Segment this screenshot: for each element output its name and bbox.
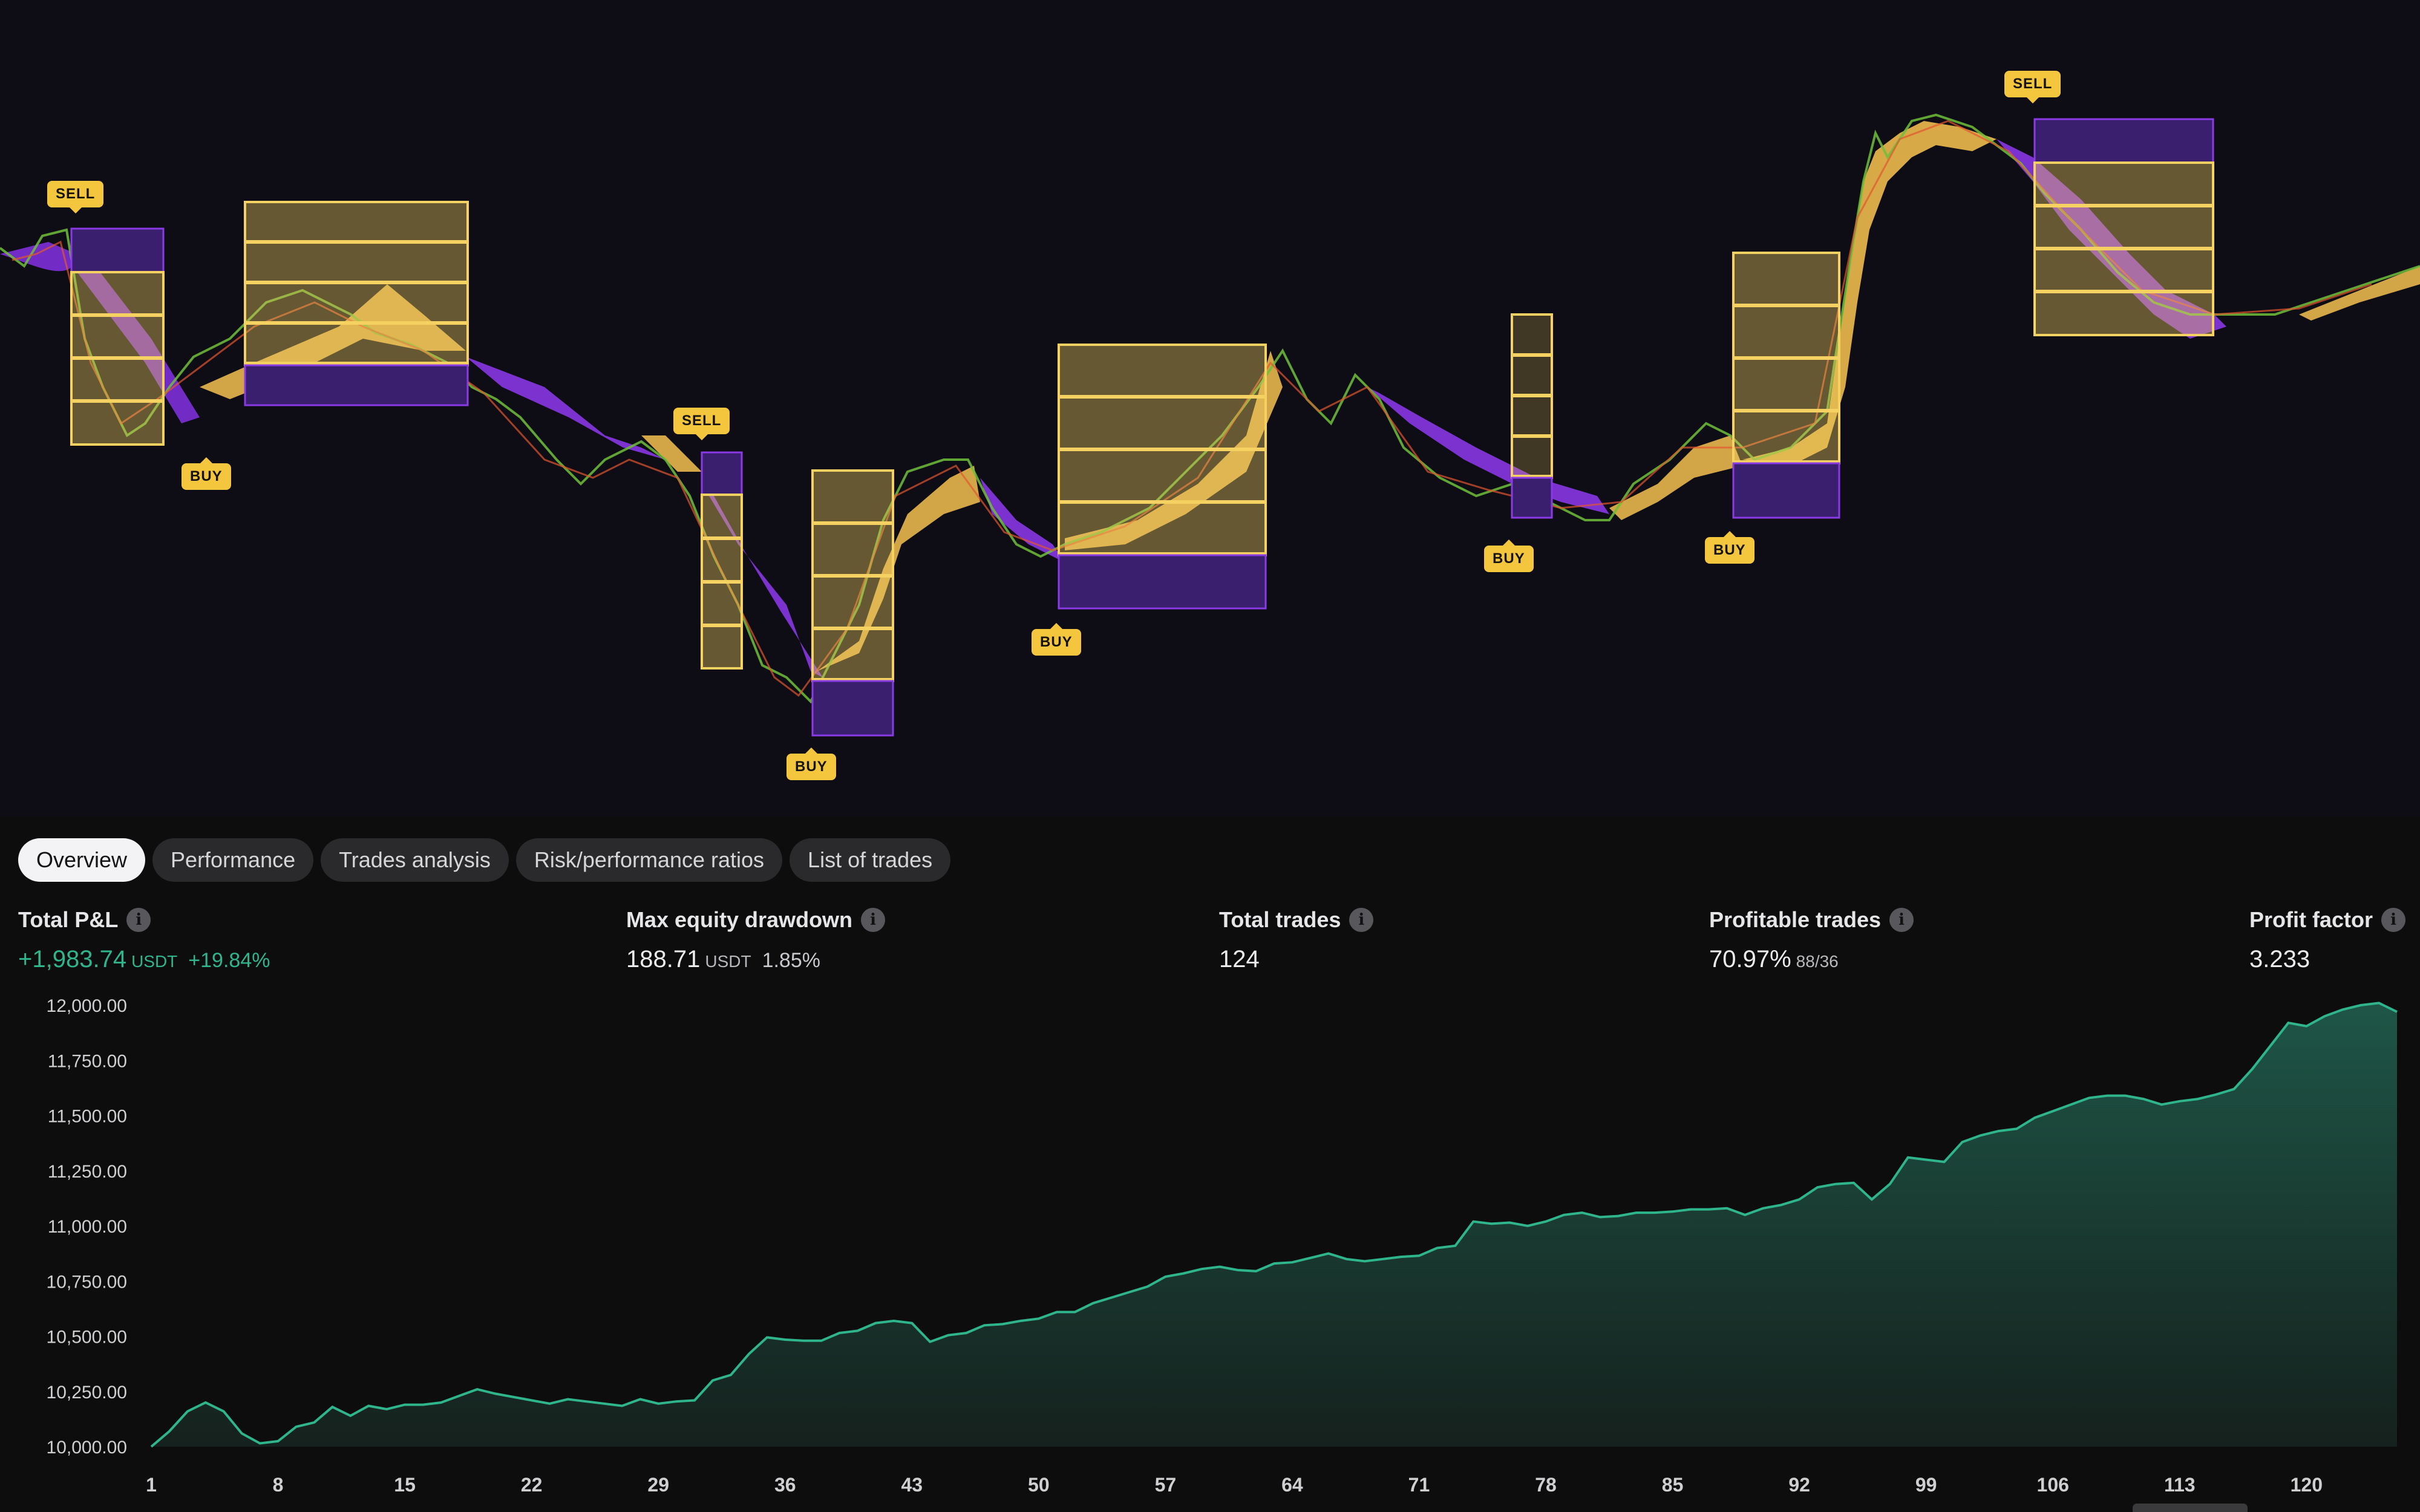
- trade-zone-1[interactable]: [70, 227, 165, 446]
- metric-percent: +19.84%: [188, 949, 270, 972]
- x-tick-label: 64: [1281, 1474, 1303, 1496]
- buy-signal[interactable]: BUY: [1705, 531, 1754, 564]
- x-tick-label: 113: [2164, 1474, 2196, 1496]
- price-candles-red: [11, 120, 2372, 697]
- metric-profit-factor: Profit factor i 3.233: [2249, 907, 2406, 973]
- x-tick-label: 71: [1408, 1474, 1430, 1496]
- price-candles: [0, 113, 2420, 704]
- metric-ratio: 88/36: [1796, 952, 1839, 971]
- metric-label: Total trades: [1219, 907, 1341, 932]
- metric-value: 124: [1219, 946, 1260, 973]
- tab-risk-performance-ratios[interactable]: Risk/performance ratios: [515, 838, 783, 882]
- y-tick-label: 11,750.00: [48, 1051, 127, 1071]
- metric-label: Total P&L: [18, 907, 119, 932]
- buy-signal[interactable]: BUY: [1484, 539, 1534, 572]
- metric-total-pnl: Total P&L i +1,983.74 USDT +19.84%: [18, 907, 270, 973]
- metric-value: +1,983.74: [18, 946, 127, 973]
- equity-chart[interactable]: 10,000.00 10,250.00 10,500.00 10,750.00 11,0…: [0, 980, 2420, 1512]
- ema-ribbon-bear: [0, 242, 200, 423]
- x-tick-label: 36: [774, 1474, 796, 1496]
- ema-ribbon-bull-3: [817, 466, 980, 671]
- tab-list-of-trades[interactable]: List of trades: [790, 838, 951, 882]
- trade-zone-2[interactable]: [244, 201, 469, 406]
- y-tick-label: 11,000.00: [48, 1217, 127, 1237]
- metric-percent: 1.85%: [762, 949, 820, 972]
- x-tick-label: 120: [2291, 1474, 2323, 1496]
- report-tabs: Overview Performance Trades analysis Ris…: [18, 838, 951, 882]
- price-chart[interactable]: SELL BUY SELL BUY BUY BUY BUY SELL: [0, 0, 2420, 816]
- y-tick-label: 10,750.00: [47, 1272, 127, 1292]
- tab-overview[interactable]: Overview: [18, 838, 146, 882]
- x-tick-label: 22: [521, 1474, 543, 1496]
- x-tick-label: 43: [901, 1474, 923, 1496]
- metric-total-trades: Total trades i 124: [1219, 907, 1374, 973]
- metric-unit: USDT: [705, 952, 751, 971]
- sell-signal[interactable]: SELL: [673, 408, 730, 440]
- sell-signal[interactable]: SELL: [2004, 71, 2061, 103]
- trade-zone-4[interactable]: [811, 469, 894, 737]
- metric-value: 188.71: [626, 946, 701, 973]
- buy-signal[interactable]: BUY: [182, 457, 231, 490]
- x-tick-label: 29: [647, 1474, 669, 1496]
- y-tick-label: 10,250.00: [47, 1383, 127, 1403]
- metric-label: Max equity drawdown: [626, 907, 853, 932]
- info-icon[interactable]: i: [1349, 908, 1374, 932]
- metric-value: 70.97%: [1709, 946, 1791, 973]
- tab-performance[interactable]: Performance: [152, 838, 314, 882]
- tab-trades-analysis[interactable]: Trades analysis: [321, 838, 509, 882]
- ema-ribbon-bear-5: [1367, 387, 1609, 514]
- trade-zone-5[interactable]: [1058, 344, 1267, 610]
- x-tick-label: 92: [1788, 1474, 1810, 1496]
- price-chart-canvas[interactable]: [0, 0, 2420, 816]
- x-tick-label: 99: [1915, 1474, 1937, 1496]
- info-icon[interactable]: i: [126, 908, 151, 932]
- trade-zone-8[interactable]: [2033, 118, 2214, 336]
- x-tick-label: 50: [1028, 1474, 1050, 1496]
- trade-zone-7[interactable]: [1732, 252, 1840, 519]
- x-tick-label: 85: [1662, 1474, 1684, 1496]
- metric-max-drawdown: Max equity drawdown i 188.71 USDT 1.85%: [626, 907, 886, 973]
- metric-profitable-trades: Profitable trades i 70.97% 88/36: [1709, 907, 1914, 973]
- trade-zone-3[interactable]: [701, 451, 743, 670]
- ema-ribbon-bull-5: [1609, 435, 1742, 520]
- ema-ribbon-bull-2: [641, 435, 702, 472]
- buy-signal[interactable]: BUY: [786, 748, 836, 780]
- x-tick-label: 15: [394, 1474, 416, 1496]
- ema-ribbon-bear-2: [466, 357, 666, 460]
- x-tick-label: 8: [273, 1474, 284, 1496]
- x-tick-label: 106: [2037, 1474, 2069, 1496]
- ema-ribbon-bear-6: [1996, 139, 2226, 339]
- metric-label: Profitable trades: [1709, 907, 1882, 932]
- sell-signal[interactable]: SELL: [47, 181, 104, 213]
- y-tick-label: 10,500.00: [47, 1328, 127, 1347]
- info-icon[interactable]: i: [861, 908, 886, 932]
- equity-line: [150, 1002, 2398, 1448]
- x-tick-label: 1: [146, 1474, 157, 1496]
- info-icon[interactable]: i: [2381, 908, 2406, 932]
- x-tick-label: 57: [1155, 1474, 1177, 1496]
- buy-signal[interactable]: BUY: [1032, 623, 1081, 656]
- y-axis: 10,000.00 10,250.00 10,500.00 10,750.00 11,0…: [47, 996, 127, 1458]
- ema-ribbon-bear-3: [702, 484, 823, 677]
- ema-ribbon-bull-7: [2299, 266, 2420, 321]
- y-tick-label: 11,250.00: [48, 1162, 127, 1182]
- y-tick-label: 10,000.00: [47, 1438, 127, 1458]
- ema-ribbon-bear-4: [980, 478, 1065, 562]
- y-tick-label: 12,000.00: [47, 996, 127, 1016]
- metric-value: 3.233: [2249, 946, 2310, 973]
- metric-label: Profit factor: [2249, 907, 2373, 932]
- ema-ribbon-bull-6: [1742, 121, 1996, 466]
- x-tick-label: 78: [1535, 1474, 1557, 1496]
- trade-zone-6[interactable]: [1511, 313, 1553, 519]
- metric-unit: USDT: [131, 952, 178, 971]
- scrollbar-thumb[interactable]: [2133, 1504, 2248, 1512]
- x-axis: 1 8 15 22 29 36 43 50 57 64 71 78 85 92 99 106 113 120: [146, 1474, 2323, 1496]
- y-tick-label: 11,500.00: [48, 1107, 127, 1127]
- equity-area: [151, 1003, 2397, 1447]
- info-icon[interactable]: i: [1889, 908, 1914, 932]
